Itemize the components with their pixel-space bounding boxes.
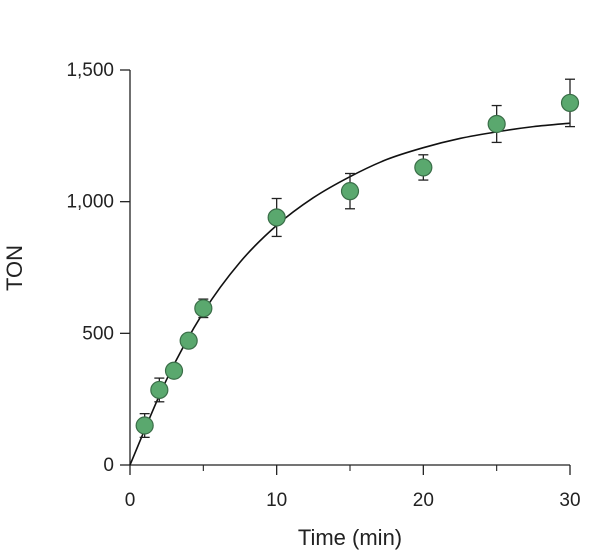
data-point	[560, 93, 580, 113]
data-point	[194, 299, 213, 318]
data-point	[340, 182, 360, 201]
data-point	[150, 380, 169, 400]
data-point	[267, 208, 286, 227]
y-axis-title: TON	[2, 245, 27, 291]
x-tick-label: 30	[559, 490, 580, 511]
data-point	[164, 361, 184, 380]
y-tick-label: 1,500	[66, 60, 114, 81]
x-tick-label: 0	[125, 490, 136, 511]
x-axis-title: Time (min)	[298, 525, 402, 550]
x-tick-label: 10	[266, 490, 287, 511]
y-tick-label: 1,000	[66, 192, 114, 213]
ticks	[120, 69, 571, 475]
tick-labels: 0 500 1,000 1,500 0 10 20 30	[66, 60, 580, 511]
x-tick-label: 20	[413, 490, 434, 511]
data-point	[487, 114, 506, 134]
y-tick-label: 500	[82, 323, 114, 344]
data-point	[135, 416, 154, 435]
data-points-layer	[135, 78, 580, 439]
y-tick-label: 0	[103, 455, 114, 476]
data-point	[179, 331, 198, 350]
data-point	[414, 158, 433, 177]
